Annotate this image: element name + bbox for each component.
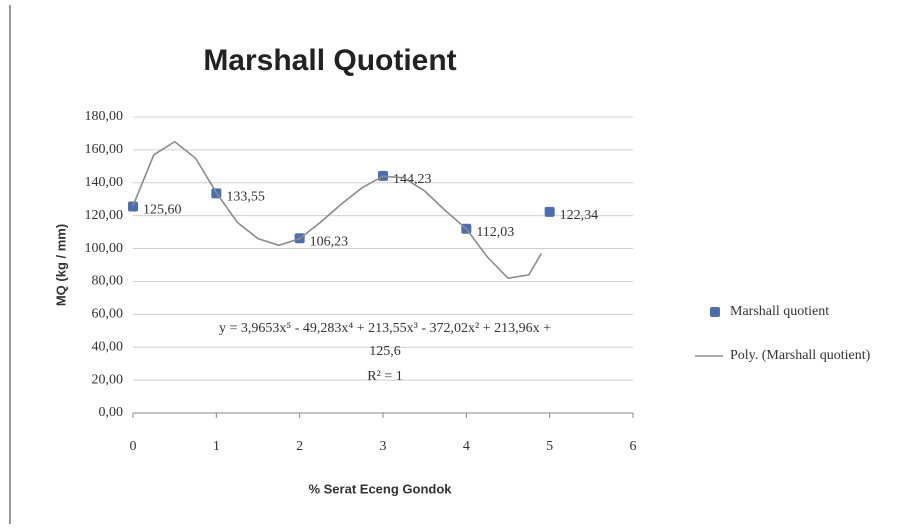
y-tick-label: 160,00 [85,142,124,157]
equation: 125,6 [369,344,401,359]
x-tick-label: 5 [546,439,553,454]
data-label: 133,55 [226,190,264,205]
point [128,201,138,212]
y-tick-label: 20,00 [92,372,124,387]
y-tick-label: 40,00 [92,339,124,354]
y-tick-label: 140,00 [85,175,124,190]
data-label: 122,34 [560,208,599,223]
y-tick-label: 60,00 [92,307,124,322]
data-label: 125,60 [143,203,182,218]
x-tick-label: 1 [213,439,220,454]
x-tick-label: 4 [463,439,470,454]
chart-title: Marshall Quotient [203,44,456,77]
x-tick-label: 6 [630,439,637,454]
y-tick-label: 100,00 [85,241,124,256]
data-label: 144,23 [393,172,432,187]
data-label: 106,23 [310,235,349,250]
y-tick-label: 180,00 [85,109,124,124]
x-tick-label: 3 [380,439,387,454]
r-squared: R² = 1 [367,369,402,384]
data-label: 112,03 [476,225,514,240]
y-tick-label: 120,00 [85,208,124,223]
equation: y = 3,9653x⁵ - 49,283x⁴ + 213,55x³ - 372… [219,321,551,336]
point [544,206,555,217]
legend-label: Poly. (Marshall quotient) [730,348,871,363]
y-tick-label: 80,00 [92,274,124,289]
legend-label: Marshall quotient [730,304,829,319]
x-tick-label: 2 [296,439,303,454]
trend-line [132,140,543,280]
y-tick-label: 0,00 [99,405,124,420]
y-axis-label: MQ (kg / mm) [53,224,68,306]
x-tick-label: 0 [130,439,137,454]
legend-marker [710,307,720,317]
x-axis-label: % Serat Eceng Gondok [308,481,452,496]
